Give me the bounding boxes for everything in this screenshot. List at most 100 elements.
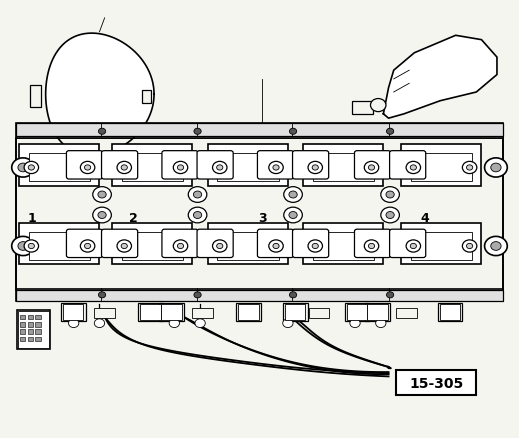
Circle shape [269,240,283,253]
Bar [347,305,367,320]
Polygon shape [46,34,154,156]
Circle shape [216,166,223,171]
Circle shape [376,319,386,328]
FancyBboxPatch shape [390,230,426,258]
Bar [367,305,388,320]
Bar [411,232,472,260]
FancyBboxPatch shape [197,230,233,258]
FancyBboxPatch shape [293,151,329,180]
Circle shape [269,162,283,174]
FancyBboxPatch shape [66,151,103,180]
Circle shape [173,240,188,253]
Bar [19,145,100,186]
Text: 4: 4 [420,211,429,224]
Circle shape [99,129,106,135]
Bar [121,154,183,182]
Bar [402,145,482,186]
Bar [28,337,33,341]
Bar [35,337,40,341]
Bar [20,315,25,320]
Bar [20,322,25,327]
Bar [16,123,503,136]
Bar [352,102,373,115]
Circle shape [194,212,202,219]
Circle shape [381,208,400,223]
Circle shape [289,212,297,219]
FancyBboxPatch shape [390,151,426,180]
Bar [20,329,25,334]
Bar [35,329,40,334]
Circle shape [24,162,38,174]
Circle shape [290,129,297,135]
Circle shape [273,166,279,171]
Bar [304,145,384,186]
Text: 1: 1 [28,211,37,224]
Bar [438,303,462,321]
Circle shape [69,319,79,328]
Circle shape [194,292,201,298]
Bar [113,145,193,186]
Bar [312,232,374,260]
Circle shape [462,240,477,253]
Circle shape [350,319,360,328]
Bar [16,291,503,302]
Circle shape [467,166,473,171]
Circle shape [195,319,206,328]
FancyBboxPatch shape [102,230,138,258]
Circle shape [212,162,227,174]
Circle shape [462,162,477,174]
Bar [236,303,261,321]
FancyBboxPatch shape [293,230,329,258]
Bar [63,305,84,320]
Bar [121,232,183,260]
FancyBboxPatch shape [257,230,294,258]
FancyBboxPatch shape [257,151,294,180]
Circle shape [12,159,34,178]
Circle shape [364,240,379,253]
Bar [217,232,279,260]
Bar [161,305,182,320]
Circle shape [85,244,91,249]
Bar [402,223,482,265]
Circle shape [188,187,207,203]
Bar [113,223,193,265]
Circle shape [24,240,38,253]
Bar [397,309,417,318]
Circle shape [485,159,507,178]
Circle shape [177,166,184,171]
Circle shape [98,191,106,198]
FancyBboxPatch shape [102,151,138,180]
Circle shape [381,187,400,203]
Bar [365,303,390,321]
Circle shape [93,208,112,223]
Circle shape [406,162,420,174]
Bar [94,309,115,318]
Circle shape [18,164,28,173]
Bar [440,305,460,320]
FancyBboxPatch shape [354,151,391,180]
Circle shape [284,208,303,223]
Bar [193,309,213,318]
Bar [29,232,90,260]
Circle shape [312,244,318,249]
Bar [312,154,374,182]
Bar [35,322,40,327]
Bar [397,370,476,395]
Circle shape [177,244,184,249]
Circle shape [93,187,112,203]
Bar [238,305,259,320]
Circle shape [173,162,188,174]
Circle shape [386,191,394,198]
Bar [283,303,308,321]
FancyBboxPatch shape [354,230,391,258]
Circle shape [410,244,416,249]
Bar [304,223,384,265]
Circle shape [284,187,303,203]
Circle shape [485,237,507,256]
Circle shape [467,244,473,249]
Bar [285,305,306,320]
Circle shape [308,162,322,174]
Circle shape [18,242,28,251]
Circle shape [194,191,202,198]
Bar [30,86,41,108]
